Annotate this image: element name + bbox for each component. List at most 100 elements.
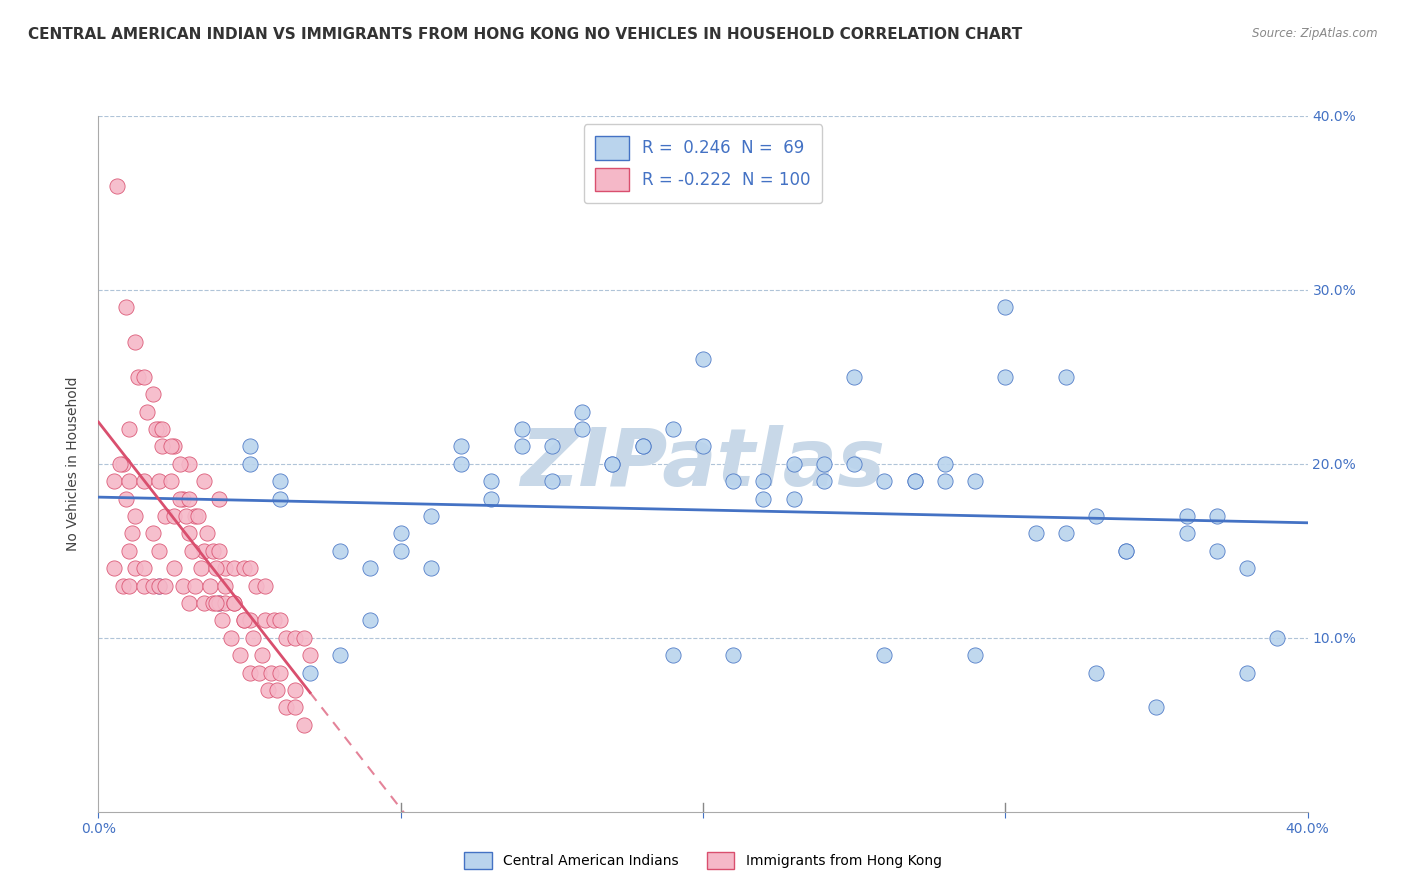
Point [253,578,276,592]
Point [873,648,896,662]
Point [208,491,231,506]
Point [1175,508,1198,523]
Point [105,178,128,193]
Point [284,631,307,645]
Point [934,457,956,471]
Point [481,474,503,488]
Point [360,561,382,575]
Point [172,491,194,506]
Point [118,543,141,558]
Point [239,440,262,454]
Point [184,578,207,592]
Point [1236,665,1258,680]
Text: Source: ZipAtlas.com: Source: ZipAtlas.com [1253,27,1378,40]
Point [269,665,291,680]
Point [284,683,307,698]
Point [208,543,231,558]
Point [783,491,806,506]
Point [692,440,714,454]
Text: CENTRAL AMERICAN INDIAN VS IMMIGRANTS FROM HONG KONG NO VEHICLES IN HOUSEHOLD CO: CENTRAL AMERICAN INDIAN VS IMMIGRANTS FR… [28,27,1022,42]
Point [631,440,654,454]
Point [193,596,215,610]
Point [284,700,307,714]
Point [208,596,231,610]
Point [965,648,987,662]
Point [193,543,215,558]
Point [114,491,136,506]
Point [190,561,212,575]
Point [260,665,283,680]
Point [124,508,146,523]
Point [994,369,1017,384]
Point [224,596,246,610]
Point [602,457,624,471]
Point [148,474,170,488]
Point [1206,508,1229,523]
Point [965,474,987,488]
Point [904,474,927,488]
Point [142,526,165,541]
Point [299,665,322,680]
Point [844,457,866,471]
Point [239,457,262,471]
Point [1085,665,1108,680]
Point [229,648,252,662]
Point [150,440,173,454]
Point [172,578,194,592]
Point [329,543,352,558]
Point [160,440,183,454]
Point [145,422,167,436]
Point [103,474,125,488]
Point [263,614,285,628]
Point [179,457,201,471]
Point [118,474,141,488]
Point [174,508,197,523]
Point [481,491,503,506]
Point [723,474,745,488]
Text: ZIPatlas: ZIPatlas [520,425,886,503]
Point [132,561,155,575]
Point [1267,631,1289,645]
Point [631,440,654,454]
Point [121,526,143,541]
Point [274,700,297,714]
Point [510,440,533,454]
Point [150,422,173,436]
Point [142,387,165,401]
Point [142,578,165,592]
Point [844,369,866,384]
Point [813,457,835,471]
Point [662,422,685,436]
Point [114,300,136,315]
Point [662,648,685,662]
Point [214,596,236,610]
Point [202,543,225,558]
Point [221,631,243,645]
Point [274,631,297,645]
Point [124,561,146,575]
Point [1085,508,1108,523]
Point [242,631,264,645]
Point [420,561,443,575]
Point [135,405,157,419]
Point [214,578,236,592]
Point [1236,561,1258,575]
Point [153,508,176,523]
Point [723,648,745,662]
Point [1206,543,1229,558]
Point [269,474,291,488]
Point [1054,369,1077,384]
Point [450,457,472,471]
Point [160,474,183,488]
Point [224,596,246,610]
Y-axis label: No Vehicles in Household: No Vehicles in Household [66,376,80,551]
Point [169,491,191,506]
Point [450,440,472,454]
Point [813,474,835,488]
Point [510,422,533,436]
Point [195,526,218,541]
Point [163,561,186,575]
Point [200,578,222,592]
Point [247,665,270,680]
Point [103,561,125,575]
